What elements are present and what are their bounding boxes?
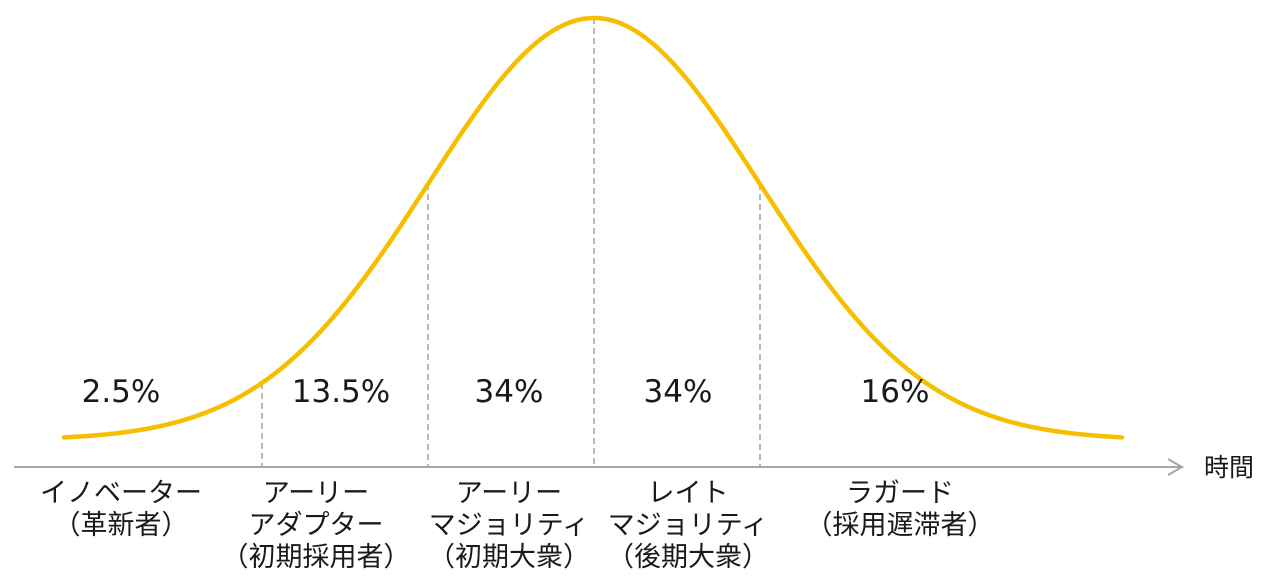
percent-innovators: 2.5% [82,374,161,410]
label-innovators: イノベーター（革新者） [40,478,202,541]
label-line-early-majority-1: アーリー [456,478,562,509]
percent-late-majority: 34% [644,374,713,410]
label-line-late-majority-2: マジョリティ [608,510,768,541]
label-line-laggards-2: （採用遅滞者） [806,510,995,541]
bell-curve [61,15,1125,440]
label-line-innovators-1: イノベーター [40,478,202,509]
label-line-early-adopters-3: （初期採用者） [222,542,411,573]
label-line-early-majority-2: マジョリティ [429,510,589,541]
percent-early-adopters: 13.5% [292,374,390,410]
label-line-early-adopters-2: アダプター [249,510,384,541]
percent-laggards: 16% [861,374,930,410]
time-axis-label: 時間 [1204,453,1254,482]
arrow-head-icon [1167,458,1185,476]
label-line-late-majority-1: レイト [648,478,729,509]
segment-labels: イノベーター（革新者）アーリーアダプター（初期採用者）アーリーマジョリティ（初期… [40,478,995,573]
segment-percentages: 2.5% 13.5% 34% 34% 16% [82,374,930,410]
label-line-innovators-2: （革新者） [54,510,189,541]
label-line-early-majority-3: （初期大衆） [428,542,590,573]
label-laggards: ラガード（採用遅滞者） [806,478,995,541]
percent-early-majority: 34% [475,374,544,410]
label-line-late-majority-3: （後期大衆） [607,542,769,573]
label-line-early-adopters-1: アーリー [263,478,369,509]
time-axis: 時間 [14,453,1254,482]
label-line-laggards-1: ラガード [846,478,954,509]
segment-dividers [261,18,761,467]
